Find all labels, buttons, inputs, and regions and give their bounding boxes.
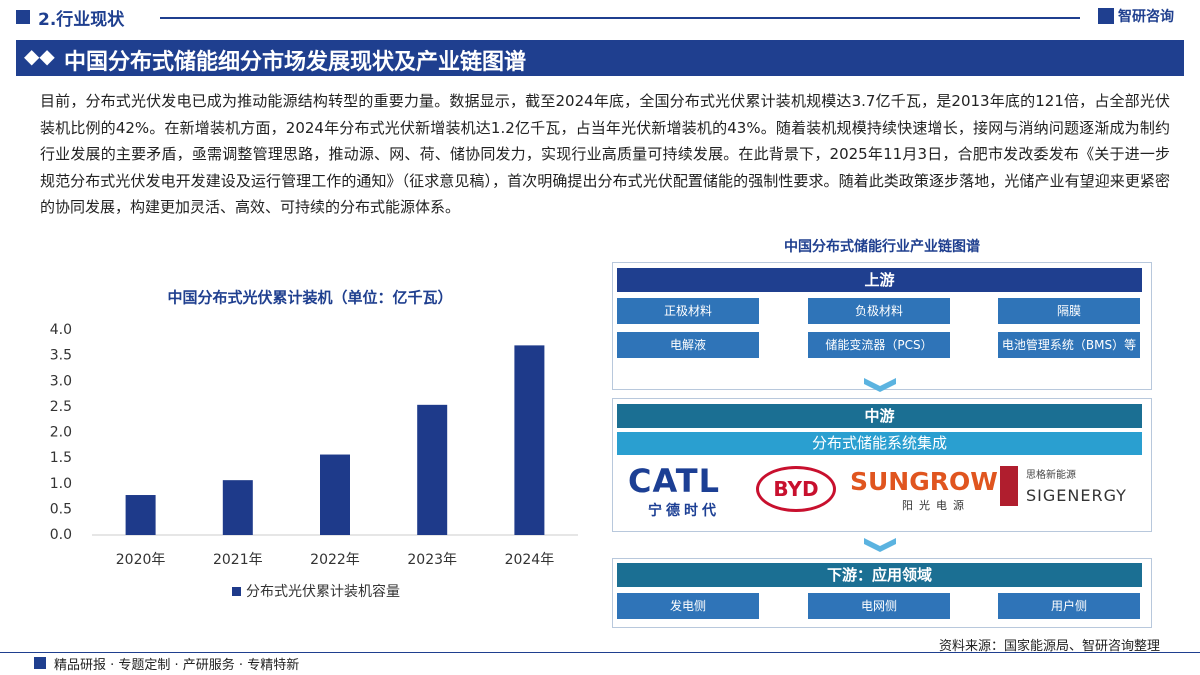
footer-icon xyxy=(34,657,46,669)
upstream-item: 正极材料 xyxy=(617,298,759,324)
x-tick-label: 2023年 xyxy=(407,552,457,568)
x-tick-label: 2020年 xyxy=(116,552,166,568)
logo-sig-icon xyxy=(1000,466,1018,506)
brand: 智研咨询 xyxy=(1118,9,1174,25)
logo-catl: CATL xyxy=(628,462,720,500)
section-title: 2.行业现状 xyxy=(38,10,125,30)
legend-swatch xyxy=(232,587,241,596)
page-title: 中国分布式储能细分市场发展现状及产业链图谱 xyxy=(64,50,527,75)
bar xyxy=(417,404,448,535)
logo-sig-sub: 思格新能源 xyxy=(1026,470,1076,481)
header-rule xyxy=(160,17,1080,19)
upstream-item: 储能变流器（PCS） xyxy=(808,332,950,358)
logo-sungrow: SUNGROW xyxy=(850,467,998,496)
logo-byd: BYD xyxy=(756,466,836,512)
body-text: 目前，分布式光伏发电已成为推动能源结构转型的重要力量。数据显示，截至2024年底… xyxy=(40,92,1170,216)
footer: 精品研报 · 专题定制 · 产研服务 · 专精特新 xyxy=(54,658,300,673)
arrow xyxy=(864,538,896,552)
bar xyxy=(125,495,156,535)
y-tick-label: 2.5 xyxy=(50,399,72,415)
chart-title: 中国分布式光伏累计装机（单位：亿千瓦） xyxy=(167,289,452,307)
bar xyxy=(514,345,545,535)
section-icon xyxy=(16,10,30,24)
y-tick-label: 0.5 xyxy=(50,501,72,517)
y-tick-label: 3.0 xyxy=(50,373,72,389)
y-tick-label: 0.0 xyxy=(50,527,72,543)
upstream-item: 负极材料 xyxy=(808,298,950,324)
y-tick-label: 4.0 xyxy=(50,322,72,338)
brand-icon xyxy=(1098,8,1114,24)
upstream-item: 电解液 xyxy=(617,332,759,358)
x-tick-label: 2024年 xyxy=(505,552,555,568)
upstream-header: 上游 xyxy=(617,268,1142,292)
title-bar xyxy=(16,40,1184,76)
chain-title: 中国分布式储能行业产业链图谱 xyxy=(784,239,980,255)
title-ornament: ◆◆ xyxy=(24,44,55,68)
downstream-panel xyxy=(612,558,1152,628)
logo-catl-sub: 宁德时代 xyxy=(648,503,720,519)
x-tick-label: 2021年 xyxy=(213,552,263,568)
source: 资料来源：国家能源局、智研咨询整理 xyxy=(938,639,1160,654)
y-tick-label: 1.0 xyxy=(50,476,72,492)
y-tick-label: 3.5 xyxy=(50,348,72,364)
midstream-header: 中游 xyxy=(617,404,1142,428)
downstream-header: 下游：应用领域 xyxy=(617,563,1142,587)
midstream-panel xyxy=(612,398,1152,532)
downstream-item: 电网侧 xyxy=(808,593,950,619)
upstream-item: 电池管理系统（BMS）等 xyxy=(998,332,1140,358)
footer-rule xyxy=(0,652,1200,653)
logo-sig: SIGENERGY xyxy=(1026,486,1127,505)
legend-label: 分布式光伏累计装机容量 xyxy=(246,583,400,600)
bar xyxy=(222,480,253,535)
upstream-item: 隔膜 xyxy=(998,298,1140,324)
chart: 中国分布式光伏累计装机（单位：亿千瓦） 0.0 0.5 1.0 1.5 2.0 2.5 3.… xyxy=(50,289,578,600)
logo-sungrow-sub: 阳光电源 xyxy=(902,499,970,512)
y-tick-label: 2.0 xyxy=(50,425,72,441)
midstream-subtitle: 分布式储能系统集成 xyxy=(617,432,1142,455)
x-tick-label: 2022年 xyxy=(310,552,360,568)
bar xyxy=(320,454,350,535)
arrow xyxy=(864,378,896,392)
downstream-item: 发电侧 xyxy=(617,593,759,619)
downstream-item: 用户侧 xyxy=(998,593,1140,619)
y-tick-label: 1.5 xyxy=(50,450,72,466)
